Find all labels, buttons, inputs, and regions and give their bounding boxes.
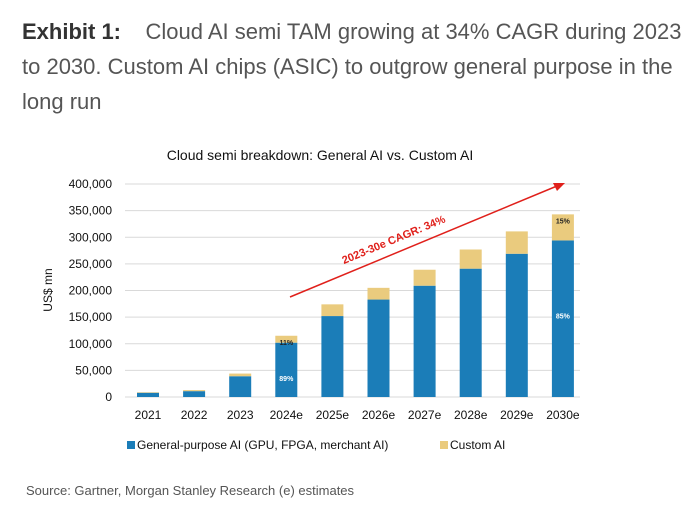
y-tick-label: 350,000	[69, 204, 113, 218]
cagr-arrowhead-icon	[553, 183, 565, 191]
x-tick-label: 2023	[227, 408, 254, 422]
custom-ai-bar	[183, 390, 206, 392]
custom-ai-bar	[137, 392, 159, 393]
data-label: 15%	[556, 218, 571, 225]
x-tick-label: 2029e	[500, 408, 534, 422]
exhibit-title-text: Cloud AI semi TAM growing at 34% CAGR du…	[22, 19, 682, 114]
y-tick-label: 200,000	[69, 284, 113, 298]
y-tick-label: 150,000	[69, 310, 113, 324]
x-tick-label: 2030e	[546, 408, 580, 422]
y-tick-label: 0	[105, 390, 112, 404]
y-tick-label: 100,000	[69, 337, 113, 351]
general-ai-bar	[413, 285, 436, 397]
x-tick-label: 2021	[135, 408, 162, 422]
legend-swatch	[127, 441, 135, 449]
general-ai-bar	[229, 376, 252, 397]
chart-title: Cloud semi breakdown: General AI vs. Cus…	[166, 147, 474, 163]
cagr-arrow-line	[289, 185, 558, 298]
custom-ai-bar	[459, 249, 482, 269]
legend-label: Custom AI	[450, 438, 505, 452]
general-ai-bar	[505, 253, 528, 397]
general-ai-bar	[275, 342, 298, 397]
data-label: 11%	[279, 340, 293, 347]
custom-ai-bar	[505, 231, 528, 254]
custom-ai-bar	[321, 304, 344, 317]
general-ai-bar	[367, 299, 390, 397]
general-ai-bar	[137, 392, 159, 397]
custom-ai-bar	[275, 335, 298, 343]
y-tick-label: 300,000	[69, 230, 113, 244]
exhibit-title: Exhibit 1: Cloud AI semi TAM growing at …	[22, 14, 692, 119]
data-label: 85%	[556, 314, 571, 321]
custom-ai-bar	[229, 373, 252, 377]
general-ai-bar	[459, 268, 482, 397]
general-ai-bar	[183, 391, 206, 397]
y-axis-label: US$ mn	[41, 268, 55, 311]
x-tick-label: 2026e	[362, 408, 396, 422]
y-tick-label: 50,000	[75, 363, 112, 377]
cagr-annotation: 2023-30e CAGR: 34%	[340, 213, 447, 267]
exhibit-label: Exhibit 1:	[22, 19, 122, 44]
legend-label: General-purpose AI (GPU, FPGA, merchant …	[137, 438, 388, 452]
custom-ai-bar	[551, 214, 574, 241]
x-tick-label: 2028e	[454, 408, 488, 422]
x-tick-label: 2024e	[270, 408, 304, 422]
x-tick-label: 2025e	[316, 408, 350, 422]
general-ai-bar	[551, 240, 574, 397]
general-ai-bar	[321, 316, 344, 397]
source-note: Source: Gartner, Morgan Stanley Research…	[26, 483, 355, 498]
data-label: 89%	[279, 376, 294, 383]
y-tick-label: 250,000	[69, 257, 113, 271]
y-tick-label: 400,000	[69, 177, 113, 191]
custom-ai-bar	[367, 287, 390, 300]
custom-ai-bar	[413, 269, 436, 286]
legend-swatch	[440, 441, 448, 449]
x-tick-label: 2022	[181, 408, 208, 422]
x-tick-label: 2027e	[408, 408, 442, 422]
